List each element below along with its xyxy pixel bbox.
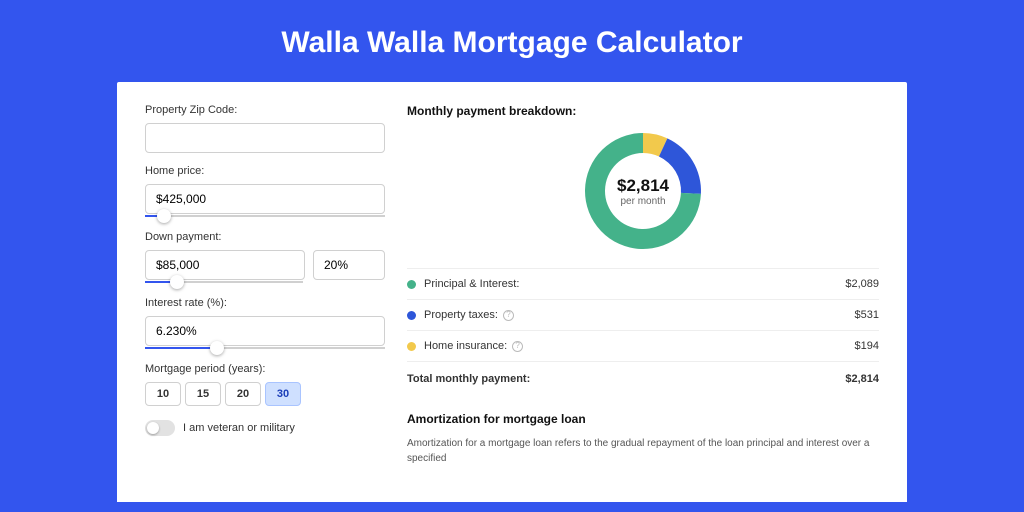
donut-center: $2,814 per month [582,130,704,252]
period-button-group: 10152030 [145,382,385,406]
donut-wrap: $2,814 per month [407,130,879,252]
down-payment-slider-thumb[interactable] [170,275,184,289]
period-btn-10[interactable]: 10 [145,382,181,406]
legend-label-text: Home insurance: [424,340,507,352]
legend-dot [407,311,416,320]
legend-total-value: $2,814 [845,373,879,385]
legend-label-text: Property taxes: [424,309,498,321]
interest-rate-slider-fill [145,347,217,349]
amortization-title: Amortization for mortgage loan [407,412,879,426]
calculator-card: Property Zip Code: Home price: Down paym… [117,82,907,502]
down-payment-amount-input[interactable] [145,250,305,280]
legend-dot [407,280,416,289]
period-btn-20[interactable]: 20 [225,382,261,406]
info-icon[interactable]: ? [503,310,514,321]
interest-rate-input[interactable] [145,316,385,346]
veteran-label: I am veteran or military [183,422,295,434]
legend-dot [407,342,416,351]
home-price-slider[interactable] [145,215,385,217]
breakdown-title: Monthly payment breakdown: [407,104,879,118]
interest-rate-label: Interest rate (%): [145,297,385,309]
inputs-panel: Property Zip Code: Home price: Down paym… [145,104,385,502]
payment-donut-chart: $2,814 per month [582,130,704,252]
interest-rate-slider-thumb[interactable] [210,341,224,355]
legend-row-total: Total monthly payment:$2,814 [407,362,879,394]
legend-value: $531 [855,309,879,321]
home-price-input[interactable] [145,184,385,214]
zip-input[interactable] [145,123,385,153]
legend-total-label: Total monthly payment: [407,373,845,385]
down-payment-field: Down payment: [145,231,385,283]
toggle-knob [147,422,159,434]
legend-value: $2,089 [845,278,879,290]
page-title: Walla Walla Mortgage Calculator [0,0,1024,82]
legend-label-text: Principal & Interest: [424,278,519,290]
down-payment-label: Down payment: [145,231,385,243]
amortization-text: Amortization for a mortgage loan refers … [407,436,879,466]
breakdown-panel: Monthly payment breakdown: $2,814 per mo… [407,104,879,502]
legend-label: Property taxes:? [424,309,855,321]
legend-value: $194 [855,340,879,352]
interest-rate-slider[interactable] [145,347,385,349]
period-btn-30[interactable]: 30 [265,382,301,406]
breakdown-legend: Principal & Interest: $2,089 Property taxe… [407,269,879,394]
info-icon[interactable]: ? [512,341,523,352]
period-btn-15[interactable]: 15 [185,382,221,406]
interest-rate-field: Interest rate (%): [145,297,385,349]
legend-row-0: Principal & Interest: $2,089 [407,269,879,300]
legend-label: Principal & Interest: [424,278,845,290]
veteran-row: I am veteran or military [145,420,385,436]
legend-row-2: Home insurance:?$194 [407,331,879,362]
legend-label: Home insurance:? [424,340,855,352]
down-payment-percent-input[interactable] [313,250,385,280]
donut-sub: per month [620,196,665,207]
zip-label: Property Zip Code: [145,104,385,116]
period-label: Mortgage period (years): [145,363,385,375]
home-price-label: Home price: [145,165,385,177]
veteran-toggle[interactable] [145,420,175,436]
donut-amount: $2,814 [617,176,669,196]
down-payment-slider[interactable] [145,281,303,283]
home-price-field: Home price: [145,165,385,217]
home-price-slider-thumb[interactable] [157,209,171,223]
period-field: Mortgage period (years): 10152030 [145,363,385,406]
legend-row-1: Property taxes:?$531 [407,300,879,331]
zip-field: Property Zip Code: [145,104,385,153]
